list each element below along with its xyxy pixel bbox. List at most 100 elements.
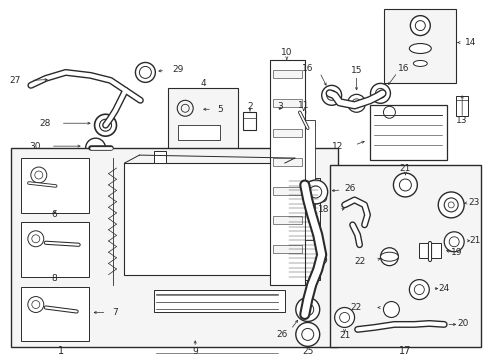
Circle shape	[301, 303, 313, 315]
Circle shape	[326, 90, 336, 100]
Circle shape	[375, 88, 385, 98]
Circle shape	[334, 307, 354, 328]
Text: 14: 14	[465, 38, 476, 47]
Text: 9: 9	[192, 347, 198, 356]
Circle shape	[275, 116, 283, 124]
Bar	[272, 158, 301, 166]
Text: 3: 3	[276, 102, 282, 111]
Bar	[304, 120, 314, 240]
Circle shape	[309, 186, 321, 198]
Circle shape	[351, 99, 360, 108]
Circle shape	[409, 15, 429, 36]
Circle shape	[301, 328, 313, 340]
Bar	[11, 148, 337, 347]
Circle shape	[270, 111, 288, 129]
Text: 4: 4	[200, 79, 205, 88]
Bar	[21, 287, 88, 341]
Text: 28: 28	[40, 119, 51, 128]
Circle shape	[447, 202, 453, 208]
Bar	[369, 105, 447, 160]
Text: 16: 16	[302, 64, 313, 73]
Text: 23: 23	[468, 198, 479, 207]
Bar	[419, 243, 440, 258]
Text: 25: 25	[302, 347, 313, 356]
Circle shape	[94, 114, 116, 136]
Circle shape	[139, 67, 151, 78]
Bar	[455, 96, 467, 116]
Bar	[272, 186, 301, 195]
Circle shape	[318, 256, 326, 264]
Ellipse shape	[412, 60, 427, 67]
Bar	[269, 60, 304, 285]
Text: 18: 18	[318, 206, 329, 215]
Circle shape	[383, 106, 395, 118]
Text: 30: 30	[29, 141, 41, 150]
Text: 20: 20	[457, 319, 468, 328]
Text: 6: 6	[52, 210, 58, 219]
Circle shape	[318, 194, 326, 202]
Circle shape	[303, 180, 327, 204]
Bar	[272, 216, 301, 224]
Bar	[168, 88, 238, 153]
Text: 7: 7	[112, 308, 118, 317]
Circle shape	[408, 280, 428, 300]
Circle shape	[380, 248, 398, 266]
Circle shape	[437, 192, 463, 218]
Text: 24: 24	[438, 284, 449, 293]
Text: 11: 11	[297, 101, 309, 110]
Circle shape	[28, 297, 44, 312]
Text: 21: 21	[468, 236, 480, 245]
Circle shape	[347, 94, 365, 112]
Bar	[329, 165, 480, 347]
Circle shape	[448, 237, 458, 247]
Bar	[272, 71, 301, 78]
Circle shape	[414, 21, 425, 31]
Text: 29: 29	[172, 65, 183, 74]
Circle shape	[295, 298, 319, 321]
Circle shape	[321, 85, 341, 105]
Text: 15: 15	[350, 66, 362, 75]
Circle shape	[135, 62, 155, 82]
Bar	[272, 245, 301, 253]
Bar	[154, 289, 285, 312]
Circle shape	[32, 235, 40, 243]
Circle shape	[100, 119, 111, 131]
Circle shape	[370, 84, 389, 103]
Text: 22: 22	[354, 257, 365, 266]
Ellipse shape	[380, 252, 398, 261]
Circle shape	[291, 105, 305, 119]
Bar	[154, 151, 166, 163]
Text: 13: 13	[455, 116, 467, 125]
Text: 12: 12	[331, 141, 343, 150]
Circle shape	[28, 231, 44, 247]
Circle shape	[31, 167, 47, 183]
Bar	[21, 222, 88, 276]
Circle shape	[85, 138, 105, 158]
Circle shape	[399, 179, 410, 191]
Text: 5: 5	[217, 105, 223, 114]
Circle shape	[181, 104, 189, 112]
Text: 19: 19	[450, 248, 462, 257]
Circle shape	[443, 232, 463, 252]
Text: 2: 2	[246, 102, 252, 111]
Circle shape	[295, 323, 319, 346]
Circle shape	[177, 100, 193, 116]
Text: 26: 26	[343, 184, 355, 193]
Bar	[286, 178, 319, 280]
Circle shape	[443, 198, 457, 212]
Text: 26: 26	[276, 330, 287, 339]
Circle shape	[383, 302, 399, 318]
Text: 21: 21	[399, 163, 410, 172]
Text: 22: 22	[349, 303, 361, 312]
Bar	[21, 158, 88, 213]
Bar	[178, 125, 220, 140]
Text: 8: 8	[52, 274, 58, 283]
Circle shape	[32, 301, 40, 309]
Bar	[272, 99, 301, 107]
Bar	[124, 163, 285, 275]
Circle shape	[339, 312, 349, 323]
Bar	[384, 9, 455, 84]
Text: 1: 1	[58, 346, 63, 356]
Text: 21: 21	[338, 331, 349, 340]
Text: 10: 10	[281, 48, 292, 57]
